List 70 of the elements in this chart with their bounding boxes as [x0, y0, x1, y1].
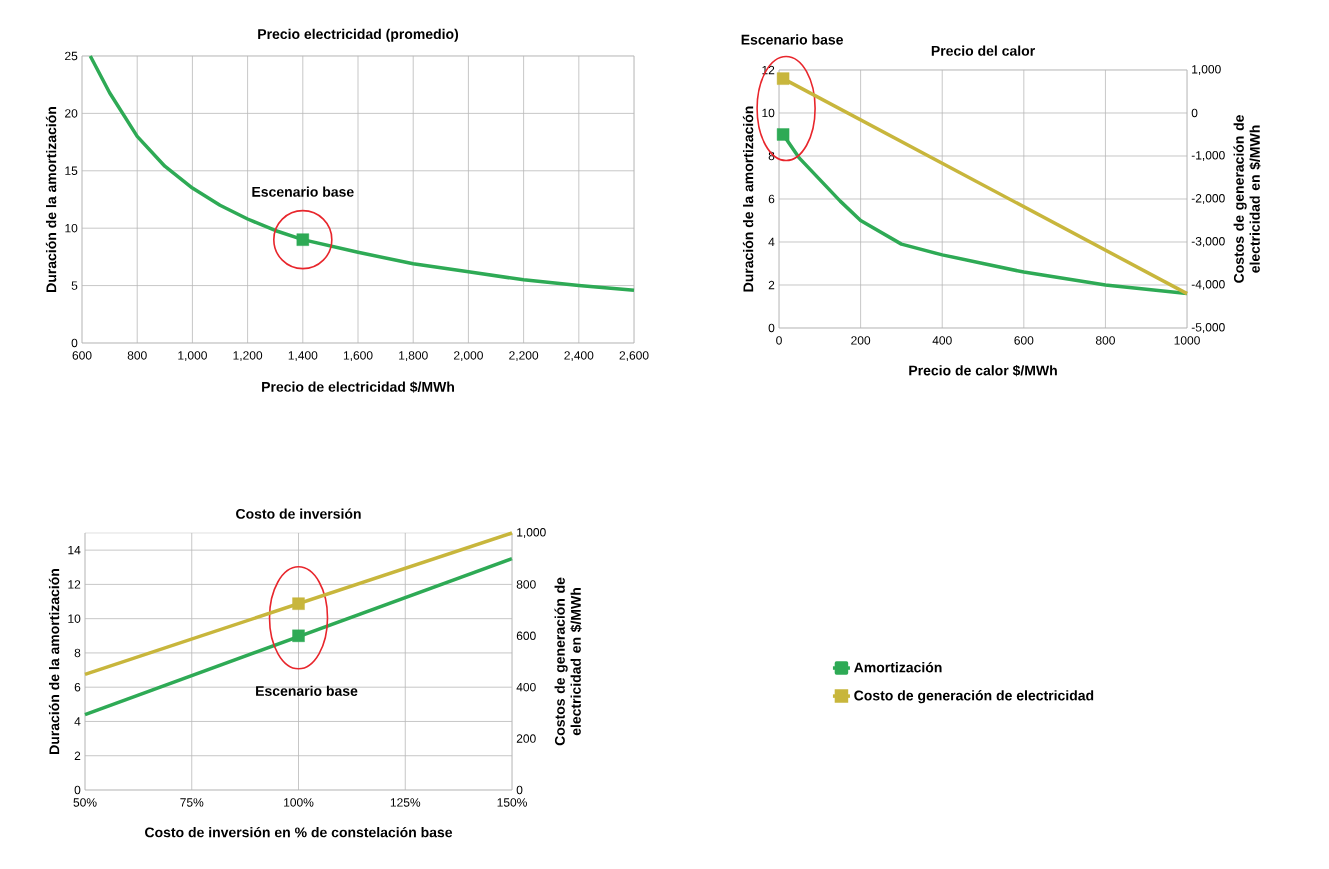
y2-tick-label: 1,000: [1192, 65, 1221, 75]
x-tick-label: 75%: [180, 798, 204, 807]
x-tick-label: 400: [932, 336, 952, 345]
y-tick-label: 6: [74, 682, 81, 692]
x-axis-title: Costo de inversión en % de constelación base: [145, 826, 453, 838]
x-tick-label: 2,400: [564, 351, 594, 362]
text: Escenario base: [741, 34, 843, 45]
x-tick-label: 2,000: [454, 351, 483, 362]
annotation: Escenario base: [256, 685, 358, 696]
x-axis-title: Precio de calor $/MWh: [909, 364, 1057, 377]
x-tick-label: 125%: [390, 798, 421, 807]
x-axis-title: Precio de electricidad $/MWh: [262, 381, 454, 393]
y-tick-label: 20: [65, 109, 78, 118]
y2-tick-label: -3,000: [1191, 237, 1225, 247]
y-tick-label: 5: [71, 281, 78, 290]
x-tick-label: 600: [72, 351, 92, 360]
y2-tick-label: 800: [516, 580, 536, 589]
y-axis-title: Duración de la amortización: [48, 569, 60, 754]
chart-title: Costo de inversión: [236, 508, 361, 519]
x-tick-label: 800: [1095, 336, 1115, 345]
chart-title: Precio electricidad (promedio): [258, 28, 459, 42]
y2-tick-label: -5,000: [1191, 323, 1225, 333]
x-tick-label: 1,600: [343, 351, 373, 362]
y-tick-label: 2: [768, 280, 775, 290]
legend-label: Amortización: [854, 662, 942, 673]
x-tick-label: 800: [127, 351, 147, 360]
y-tick-label: 12: [68, 580, 81, 589]
x-tick-label: 0: [776, 336, 782, 345]
x-tick-label: 1000: [1174, 336, 1200, 345]
annotation: Escenario base: [252, 186, 354, 197]
x-tick-label: 200: [851, 336, 871, 345]
chart-title: Precio del calor: [931, 45, 1035, 56]
y2-tick-label: -2,000: [1191, 194, 1225, 204]
y-tick-label: 10: [762, 108, 775, 118]
y-tick-label: 2: [74, 751, 81, 760]
y-tick-label: 10: [65, 223, 78, 233]
x-tick-label: 600: [1014, 336, 1034, 345]
y2-tick-label: 0: [516, 785, 523, 795]
x-tick-label: 1,000: [178, 351, 207, 362]
x-tick-label: 150%: [497, 798, 527, 807]
y-tick-label: 10: [68, 614, 81, 623]
y2-tick-label: 0: [1191, 108, 1198, 118]
y-tick-label: 14: [68, 546, 81, 555]
y-tick-label: 6: [768, 194, 775, 204]
y-tick-label: 25: [65, 51, 78, 61]
y2-tick-label: 1,000: [517, 528, 546, 538]
x-tick-label: 2,600: [619, 351, 649, 362]
y-tick-label: 0: [768, 323, 775, 333]
y-tick-label: 4: [768, 237, 775, 247]
legend-label: Costo de generación de electricidad: [854, 690, 1094, 704]
y-tick-label: 4: [74, 717, 81, 726]
y-tick-label: 0: [74, 785, 81, 795]
y-axis-title: Duración de la amortización: [45, 107, 57, 292]
y2-tick-label: 200: [516, 734, 536, 743]
x-tick-label: 1,800: [399, 351, 428, 362]
x-tick-label: 1,200: [233, 351, 263, 362]
y2-tick-label: -4,000: [1191, 280, 1225, 290]
y-axis-title: Duración de la amortización: [742, 106, 754, 292]
y-tick-label: 15: [65, 166, 78, 175]
x-tick-label: 50%: [73, 798, 97, 807]
y2-tick-label: 600: [516, 631, 536, 641]
x-tick-label: 1,400: [288, 351, 318, 362]
y2-axis-title: Costos de generación de electricidad en $/MWh: [554, 577, 582, 746]
y-tick-label: 8: [74, 648, 81, 658]
x-tick-label: 2,200: [509, 351, 539, 362]
y2-tick-label: -1,000: [1191, 151, 1225, 161]
x-tick-label: 100%: [284, 798, 314, 807]
y-tick-label: 8: [768, 151, 775, 161]
y2-tick-label: 400: [516, 682, 536, 692]
y2-axis-title: Costos de generación de electricidad en $/MWh: [1233, 115, 1261, 283]
